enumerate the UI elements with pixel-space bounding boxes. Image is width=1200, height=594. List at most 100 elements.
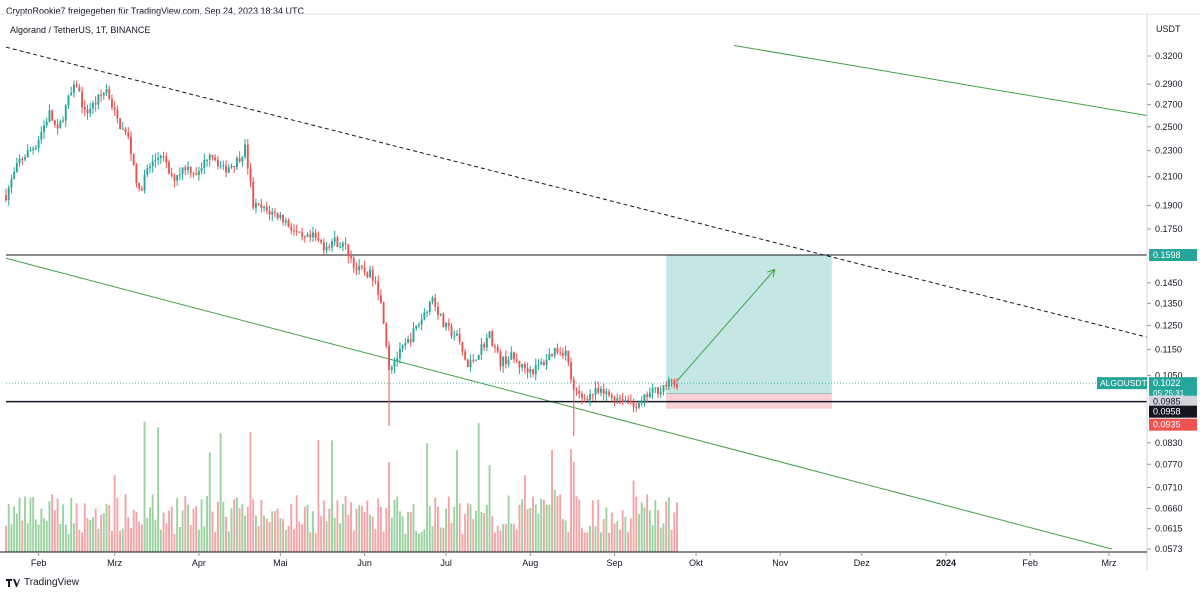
y-tick-label: 0.1900 xyxy=(1155,200,1183,210)
volume-bar xyxy=(570,449,573,552)
volume-bar xyxy=(431,526,434,552)
candle-body xyxy=(67,95,70,106)
volume-bar xyxy=(553,489,556,552)
entry-tag-label: 0.0985 xyxy=(1153,397,1181,407)
candle-body xyxy=(45,121,48,126)
candle-body xyxy=(537,364,540,366)
volume-bar xyxy=(436,506,439,552)
candle-body xyxy=(211,154,214,158)
volume-bar xyxy=(616,521,619,552)
candle-body xyxy=(377,281,380,296)
candle-body xyxy=(398,348,401,359)
volume-bar xyxy=(442,527,445,552)
candle-body xyxy=(200,167,203,172)
candle-body xyxy=(279,214,282,219)
volume-bar xyxy=(273,511,276,552)
volume-bar xyxy=(409,512,412,552)
x-tick-label: Mrz xyxy=(107,558,122,568)
candle-body xyxy=(227,167,230,173)
candle-body xyxy=(127,132,130,137)
volume-bar xyxy=(453,506,456,552)
volume-bar xyxy=(21,520,24,552)
trendlines[interactable] xyxy=(5,44,1148,550)
candle-body xyxy=(143,174,146,191)
candle-body xyxy=(298,231,301,233)
candle-body xyxy=(529,369,532,373)
candle-body xyxy=(83,107,86,110)
candle-body xyxy=(648,392,651,398)
y-tick-label: 0.0770 xyxy=(1155,459,1183,469)
candle-body xyxy=(635,407,638,409)
volume-bar xyxy=(341,503,344,552)
candle-body xyxy=(13,171,16,180)
candle-body xyxy=(404,343,407,346)
volume-bar xyxy=(559,494,562,552)
candle-body xyxy=(518,360,521,368)
candle-body xyxy=(225,165,228,173)
candle-body xyxy=(181,167,184,175)
volume-bar xyxy=(195,506,198,552)
volume-bar xyxy=(249,432,252,552)
candle-body xyxy=(673,380,676,385)
volume-bars xyxy=(5,421,678,552)
candle-body xyxy=(436,306,439,315)
volume-bar xyxy=(477,423,480,552)
candle-body xyxy=(624,399,627,403)
candle-body xyxy=(309,234,312,237)
symbol-title[interactable]: Algorand / TetherUS, 1T, BINANCE xyxy=(10,25,151,35)
volume-bar xyxy=(271,511,274,552)
volume-bar xyxy=(306,504,309,552)
candle-body xyxy=(369,269,371,278)
candle-body xyxy=(260,204,263,209)
volume-bar xyxy=(599,532,602,552)
volume-bar xyxy=(170,506,173,552)
volume-bar xyxy=(358,505,361,552)
volume-bar xyxy=(638,514,640,552)
candle-body xyxy=(301,232,304,237)
candle-body xyxy=(119,118,122,130)
volume-bar xyxy=(227,531,230,552)
tradingview-logo[interactable]: TradingView xyxy=(6,577,79,588)
candle-body xyxy=(40,132,43,140)
support-tag-label: 0.0958 xyxy=(1153,407,1181,417)
candle-body xyxy=(561,353,564,356)
candle-body xyxy=(643,394,646,401)
volume-bar xyxy=(67,533,70,552)
candle-body xyxy=(254,203,257,208)
volume-bar xyxy=(189,525,192,552)
candle-body xyxy=(230,165,233,168)
volume-bar xyxy=(352,530,355,552)
volume-bar xyxy=(662,523,665,552)
candle-body xyxy=(149,166,151,169)
candle-body xyxy=(94,102,97,105)
volume-bar xyxy=(485,504,488,552)
candle-body xyxy=(317,238,320,241)
currency-label[interactable]: USDT xyxy=(1156,24,1181,34)
volume-bar xyxy=(434,497,437,552)
candle-body xyxy=(504,356,507,365)
candle-body xyxy=(244,144,247,158)
volume-bar xyxy=(428,505,431,552)
volume-bar xyxy=(518,504,521,552)
candle-body xyxy=(358,266,361,271)
x-tick-label: Apr xyxy=(192,558,206,568)
long-position-tool[interactable] xyxy=(666,255,832,409)
volume-bar xyxy=(176,498,179,552)
volume-bar xyxy=(521,499,524,552)
y-tick-label: 0.0830 xyxy=(1155,438,1183,448)
volume-bar xyxy=(10,524,13,552)
candle-body xyxy=(287,220,290,227)
candle-body xyxy=(657,387,659,395)
candle-body xyxy=(415,325,418,329)
candle-body xyxy=(53,120,56,125)
y-tick-label: 0.1150 xyxy=(1155,344,1182,354)
candle-body xyxy=(314,232,317,239)
candle-body xyxy=(26,150,29,158)
volume-bar xyxy=(393,499,396,552)
volume-bar xyxy=(659,527,662,552)
volume-bar xyxy=(646,494,649,552)
volume-bar xyxy=(40,508,43,552)
candle-body xyxy=(551,353,554,356)
candle-body xyxy=(513,352,515,360)
